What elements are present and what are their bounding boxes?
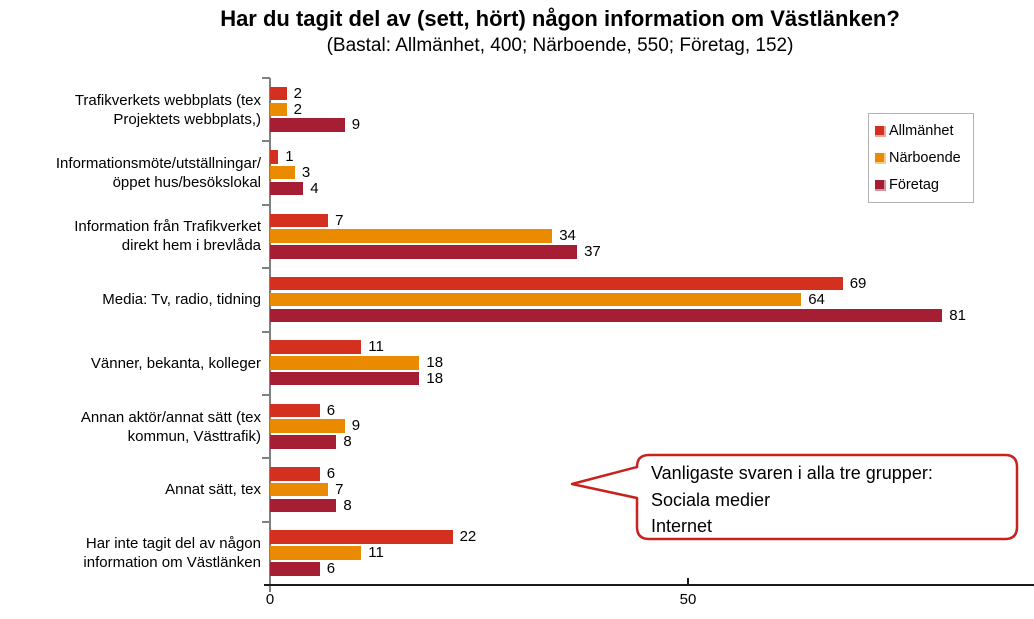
y-axis-tick <box>262 520 270 523</box>
bar-foretag <box>270 562 320 576</box>
legend-label-allmanhet: Allmänhet <box>889 123 954 139</box>
category-label: Information från Trafikverket direkt hem … <box>0 205 261 268</box>
y-axis-tick <box>262 77 270 79</box>
value-label: 18 <box>426 354 444 372</box>
callout-bubble-shape <box>570 453 1019 541</box>
bar-allmanhet <box>270 276 843 291</box>
category-label: Annat sätt, tex <box>0 458 261 521</box>
y-axis-tick <box>262 267 270 270</box>
category-label-text: Trafikverkets webbplats (tex Projektets w… <box>74 91 261 128</box>
bar-allmanhet <box>270 340 362 354</box>
bar-foretag <box>270 371 420 386</box>
bar-narboende <box>270 546 362 560</box>
bar-foretag <box>270 118 345 132</box>
legend-swatch-foretag-icon <box>875 179 886 191</box>
chart-subtitle: (Bastal: Allmänhet, 400; Närboende, 550;… <box>326 35 794 56</box>
y-axis-tick <box>262 457 270 460</box>
bar-narboende <box>270 229 553 243</box>
bar-narboende <box>270 482 329 497</box>
bar-allmanhet <box>270 213 329 228</box>
bar-allmanhet <box>270 467 320 481</box>
x-tick-label-50: 50 <box>679 591 697 608</box>
category-label-text: Media: Tv, radio, tidning <box>102 291 261 309</box>
bar-foretag <box>270 245 578 259</box>
category-label: Media: Tv, radio, tidning <box>0 268 261 331</box>
value-label: 4 <box>310 179 319 197</box>
callout-line: Sociala medier <box>651 489 771 510</box>
category-label-text: Annat sätt, tex <box>165 481 261 499</box>
category-label: Vänner, bekanta, kolleger <box>0 332 261 395</box>
bar-allmanhet <box>270 86 287 101</box>
x-axis-line <box>264 584 1034 586</box>
category-label-text: Annan aktör/annat sätt (tex kommun, Västt… <box>80 408 261 445</box>
category-label: Informationsmöte/utställningar/öppet hus… <box>0 141 261 204</box>
bar-foretag <box>270 181 304 196</box>
category-label-text: Har inte tagit del av någon information o… <box>83 535 261 572</box>
chart-title: Har du tagit del av (sett, hört) någon i… <box>220 6 900 31</box>
value-label: 1 <box>285 148 294 166</box>
bar-foretag <box>270 435 337 449</box>
category-labels: Trafikverkets webbplats (tex Projektets w… <box>0 78 261 585</box>
x-tick-label-0: 0 <box>265 591 275 608</box>
y-axis-tick <box>262 140 270 143</box>
value-label: 37 <box>584 243 601 261</box>
value-label: 8 <box>343 433 352 451</box>
chart-plot: 2 2 9 1 3 4 7 34 37 69 64 81 11 18 18 6 9 8 6 7 8 22 11 6 <box>262 77 1034 592</box>
category-label-text: Information från Trafikverket direkt hem … <box>74 218 261 255</box>
y-axis-tick <box>262 330 270 333</box>
bar-foretag <box>270 498 337 513</box>
bar-narboende <box>270 292 802 307</box>
value-label: 6 <box>326 401 336 419</box>
y-axis-tick <box>262 203 270 206</box>
category-label: Trafikverkets webbplats (tex Projektets w… <box>0 78 261 141</box>
value-label: 3 <box>301 163 311 181</box>
value-label: 81 <box>949 306 966 324</box>
callout-bubble <box>570 453 1019 541</box>
legend: Allmänhet Närboende Företag <box>868 113 974 203</box>
legend-label-narboende: Närboende <box>889 150 961 166</box>
legend-item-narboende: Närboende <box>875 150 967 166</box>
value-label: 64 <box>808 290 825 308</box>
category-label: Har inte tagit del av någon information o… <box>0 522 261 585</box>
value-label: 11 <box>368 544 384 562</box>
value-label: 34 <box>559 227 576 245</box>
value-label: 69 <box>849 274 867 292</box>
bar-narboende <box>270 356 420 370</box>
value-label: 6 <box>326 465 336 483</box>
bar-foretag <box>270 308 943 323</box>
category-label: Annan aktör/annat sätt (tex kommun, Västt… <box>0 395 261 458</box>
value-label: 9 <box>351 417 361 435</box>
legend-swatch-narboende-icon <box>875 152 886 164</box>
y-axis-line <box>269 78 271 592</box>
bar-narboende <box>270 102 287 117</box>
value-label: 22 <box>459 528 477 546</box>
legend-swatch-allmanhet-icon <box>875 125 886 137</box>
value-label: 6 <box>326 560 336 578</box>
y-axis-tick <box>262 393 270 396</box>
value-label: 7 <box>335 480 344 498</box>
bar-narboende <box>270 419 345 433</box>
callout-line: Internet <box>651 516 713 536</box>
x-axis-tick-50 <box>687 578 689 584</box>
value-label: 8 <box>343 496 352 514</box>
legend-label-foretag: Företag <box>889 177 939 193</box>
value-label: 2 <box>293 100 302 118</box>
value-label: 11 <box>368 338 384 356</box>
bar-allmanhet <box>270 403 320 418</box>
category-label-text: Vänner, bekanta, kolleger <box>90 354 261 372</box>
callout-line: Vanligaste svaren i alla tre grupper: <box>651 463 933 483</box>
value-label: 18 <box>426 369 444 387</box>
category-label-text: Informationsmöte/utställningar/öppet hus… <box>55 155 261 192</box>
bar-narboende <box>270 165 295 180</box>
bar-allmanhet <box>270 150 279 164</box>
legend-item-foretag: Företag <box>875 177 967 193</box>
value-label: 7 <box>335 211 344 229</box>
value-label: 9 <box>351 116 361 134</box>
chart-header: Har du tagit del av (sett, hört) någon i… <box>88 6 1032 57</box>
legend-item-allmanhet: Allmänhet <box>875 123 967 139</box>
bar-allmanhet <box>270 530 453 544</box>
value-label: 2 <box>293 84 302 102</box>
callout-text: Vanligaste svaren i alla tre grupper: So… <box>651 460 933 540</box>
